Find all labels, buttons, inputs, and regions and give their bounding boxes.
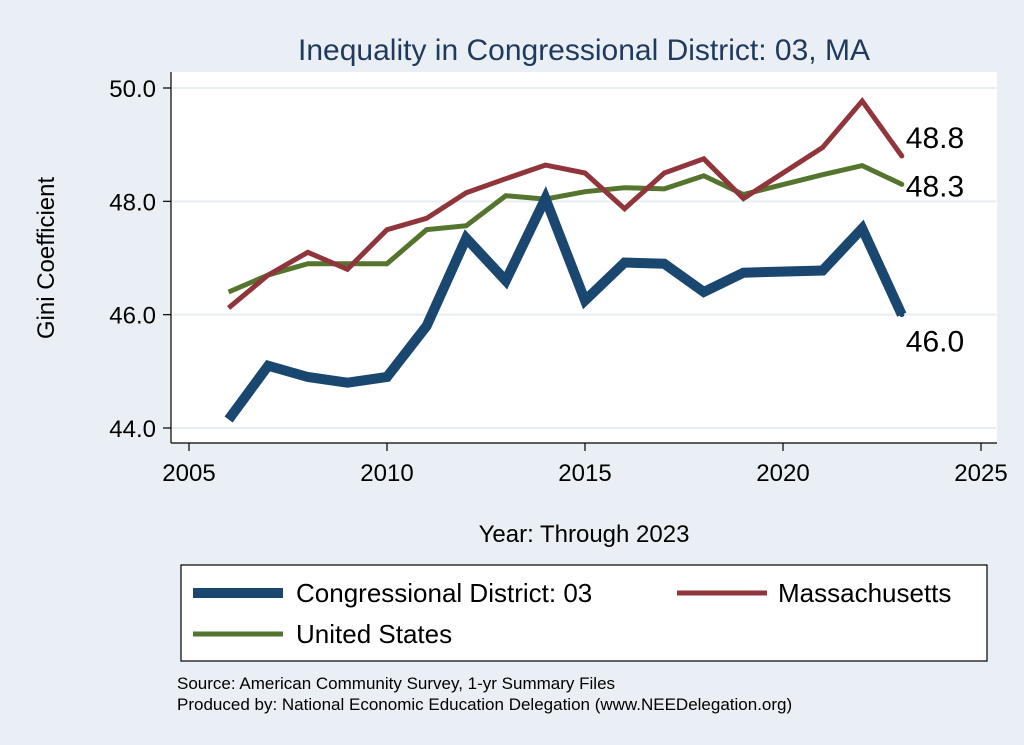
end-labels: 46.0 48.8 48.3 <box>906 122 964 359</box>
legend-label-1: Massachusetts <box>778 578 951 608</box>
gridlines <box>172 87 996 429</box>
series-endpoint-2 <box>899 181 905 187</box>
producer-note: Produced by: National Economic Education… <box>177 695 792 714</box>
chart-title: Inequality in Congressional District: 03… <box>298 34 870 67</box>
series-line-1 <box>227 96 904 310</box>
legend-label-0: Congressional District: 03 <box>296 578 592 608</box>
source-note: Source: American Community Survey, 1-yr … <box>177 674 615 693</box>
legend-entries: Congressional District: 03 Massachusetts U… <box>193 578 951 649</box>
axes: 44.0 46.0 48.0 50.0 2005 2010 2015 2020 2025 <box>109 72 1008 487</box>
y-tick-label: 48.0 <box>109 189 156 216</box>
legend-label-2: United States <box>296 619 452 649</box>
y-tick-label: 46.0 <box>109 303 156 330</box>
x-axis-label: Year: Through 2023 <box>479 521 690 548</box>
end-label-0: 46.0 <box>906 326 964 359</box>
legend <box>180 564 988 662</box>
series-endpoint-0 <box>899 312 905 318</box>
series-endpoint-1 <box>899 153 905 159</box>
x-tick-label: 2015 <box>558 460 611 487</box>
x-tick-label: 2010 <box>360 460 413 487</box>
series-line-0 <box>224 185 907 423</box>
x-tick-label: 2020 <box>756 460 809 487</box>
end-label-1: 48.8 <box>906 122 964 155</box>
y-tick-label: 44.0 <box>109 416 156 443</box>
end-label-2: 48.3 <box>906 170 964 203</box>
y-axis-label: Gini Coefficient <box>33 177 60 340</box>
series-lines <box>224 96 907 423</box>
x-tick-label: 2005 <box>162 460 215 487</box>
x-tick-label: 2025 <box>954 460 1007 487</box>
y-tick-label: 50.0 <box>109 76 156 103</box>
